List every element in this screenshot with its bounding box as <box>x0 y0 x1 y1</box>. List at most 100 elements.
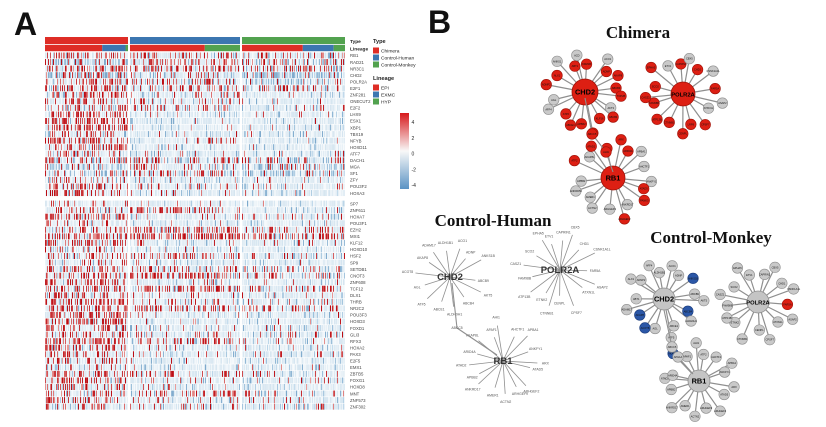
network-node-label: ETNK2 <box>731 320 740 324</box>
network-node <box>580 58 593 70</box>
network-node-label: ANKRD17 <box>666 406 679 410</box>
network-bridge-edge <box>663 309 673 348</box>
network-node-label: AKAP8L <box>585 155 595 159</box>
network-node-label: AHI1 <box>492 316 500 320</box>
network-node-label: CENPL <box>755 328 764 332</box>
network-bridge-node <box>666 341 678 353</box>
network-node-label: ANKRD50 <box>570 189 583 193</box>
network-bridge-node-label: ABCC5 <box>588 132 597 136</box>
gene-label: ZNF573 <box>350 398 366 403</box>
network-node <box>569 60 581 72</box>
network-node-label: ANKS1B <box>481 254 495 258</box>
gene-label: TBX19 <box>350 132 364 137</box>
annotation-label-lineage: Lineage <box>350 47 368 53</box>
network-node-label: CAPRIN1 <box>759 272 771 276</box>
network-node-label: AFF4 <box>646 264 653 268</box>
gene-label: DLX1 <box>350 293 361 298</box>
network-hub-label: RB1 <box>692 376 707 385</box>
network-node <box>643 260 655 272</box>
network-node-label: ANKS1B <box>688 276 699 280</box>
gene-label: ZFY <box>350 178 358 183</box>
network-node-label: CPSF7 <box>701 123 710 127</box>
network-node <box>564 119 577 131</box>
network-node-label: APBA1 <box>728 361 737 365</box>
network-cluster-chd2: KDM1B ACO1 ADNP AKAP8 ABCB9 TOP2B AKT3 ABCB4 KLF… <box>540 49 627 139</box>
network-node-label: CENPL <box>554 302 565 306</box>
network-node <box>639 322 651 334</box>
legend-type-label: Control-Monkey <box>381 63 416 69</box>
network-node-label: APBA1 <box>637 150 646 154</box>
network-node-label: ARHGEF9 <box>700 406 713 410</box>
network-node-label: ARHGEF2 <box>523 390 539 394</box>
network-node <box>666 402 678 414</box>
network-node-label: AMER1 <box>586 195 595 199</box>
network-node <box>683 53 695 65</box>
network-node-label: ACTN2 <box>500 400 511 404</box>
gene-label: RB1 <box>350 53 359 58</box>
network-node <box>667 369 679 381</box>
network-node <box>571 49 583 61</box>
network-node <box>679 400 691 412</box>
network-node <box>612 69 624 82</box>
network-edge <box>449 276 465 298</box>
legend-lineage-label: EXMC <box>381 93 396 99</box>
network-node <box>675 58 687 70</box>
network-bridge-edge <box>456 327 498 356</box>
network-bridge-node <box>672 351 684 363</box>
gene-label: NR3C1 <box>350 66 365 71</box>
network-edge <box>502 360 506 394</box>
network-edge <box>502 351 529 362</box>
network-node-label: ALX1 <box>628 277 635 281</box>
panel-b-label: B <box>428 4 452 40</box>
network-node <box>690 337 702 349</box>
network-node <box>651 113 663 125</box>
network-node <box>743 269 755 281</box>
network-node <box>645 61 657 74</box>
network-node-label: ADNP2 <box>542 83 551 87</box>
network-edge <box>559 269 583 288</box>
network-node-label: FAM98B <box>649 101 659 105</box>
network-node-label: CASZ1 <box>510 262 521 266</box>
network-node-label: EPHA5 <box>733 266 742 270</box>
network-node <box>542 103 555 115</box>
gene-label: EZH2 <box>350 228 362 233</box>
network-node-label: CHD1 <box>778 281 786 285</box>
network-edge <box>433 252 451 278</box>
network-node-label: AHCTF1 <box>639 165 650 169</box>
legend-lineage-swatch <box>373 84 379 91</box>
legend-lineage-label: EPI <box>381 86 389 92</box>
network-node-label: SCO2 <box>731 285 739 289</box>
network-node-label: ALDH1B1 <box>654 271 666 275</box>
network-node <box>540 79 552 91</box>
network-node <box>710 351 722 363</box>
network-node <box>781 298 794 311</box>
network-node-label: ARX <box>542 361 550 365</box>
network-node-label: TOP2B <box>617 94 626 98</box>
network-node-label: CAPRIN1 <box>556 231 571 235</box>
network-node <box>551 55 563 67</box>
network-node-label: ALDH9H1 <box>685 319 697 323</box>
network-node <box>649 80 661 93</box>
gene-label: FOXG1 <box>350 378 365 383</box>
network-edge <box>502 336 515 362</box>
network-node <box>769 261 781 273</box>
network-node-label: FAR5A <box>590 269 601 273</box>
network-edge <box>523 264 561 271</box>
network-edge <box>502 360 517 387</box>
legend-lineage-title: Lineage <box>373 76 394 82</box>
network-node-label: ARX <box>731 385 737 389</box>
network-edge <box>559 240 564 271</box>
network-node <box>635 274 647 286</box>
network-hub-label: POLR2A <box>746 300 770 306</box>
gene-label: HOXD11 <box>350 145 367 150</box>
network-node <box>653 267 665 279</box>
network-node-label: EPHA5 <box>533 231 544 235</box>
network-node-label: ATF2 <box>700 352 707 356</box>
network-node-label: ANKFY1 <box>720 370 731 374</box>
network-node <box>691 63 704 76</box>
network-node-label: CASZ1 <box>716 292 725 296</box>
network-node-label: FAM98B <box>518 277 532 281</box>
network-node-label: CPSF7 <box>766 338 775 342</box>
network-node <box>726 357 738 369</box>
